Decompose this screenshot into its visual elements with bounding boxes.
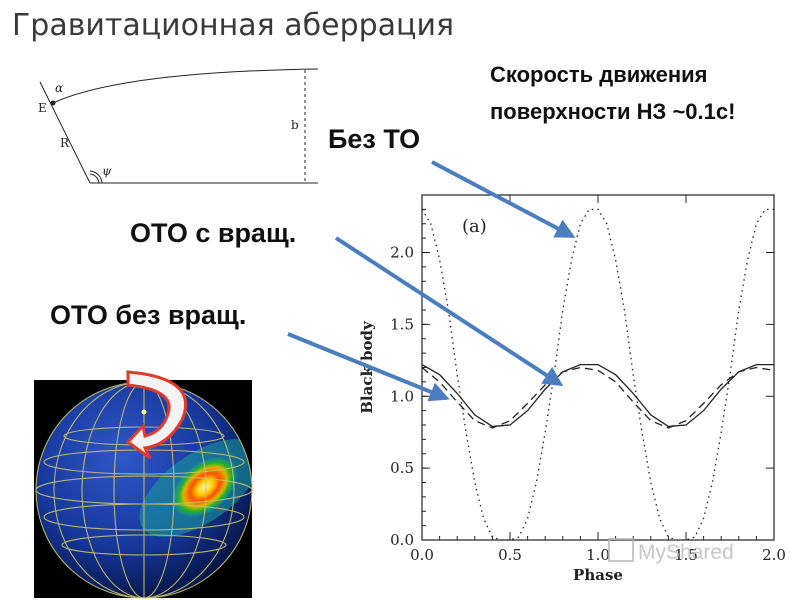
y-tick-label: 1.0 xyxy=(390,387,414,405)
watermark: MyShared xyxy=(608,538,734,565)
label-b: b xyxy=(291,118,299,132)
label-no-gr: Без ТО xyxy=(328,124,421,154)
watermark-icon xyxy=(608,538,634,562)
panel-label: (a) xyxy=(462,216,487,237)
angle-arc-psi xyxy=(89,173,100,184)
label-E: E xyxy=(38,101,47,115)
label-alpha: α xyxy=(55,81,63,95)
y-tick-label: 1.5 xyxy=(390,315,414,333)
series-line-dotted xyxy=(421,208,774,541)
watermark-text: MyShared xyxy=(638,541,734,564)
slide-title: Гравитационная аберрация xyxy=(12,8,455,43)
series-line-solid xyxy=(421,363,774,428)
label-psi: ψ xyxy=(102,164,112,178)
y-tick-label: 0.5 xyxy=(390,459,414,477)
radius-line xyxy=(39,81,91,184)
arrow-gr-norot xyxy=(287,332,450,402)
x-tick-label: 0.5 xyxy=(498,546,522,564)
label-R: R xyxy=(60,136,70,150)
speed-note-line-2: поверхности НЗ ~0.1c! xyxy=(490,99,736,124)
x-axis-label: Phase xyxy=(573,566,623,584)
x-tick-label: 1.0 xyxy=(586,546,610,564)
label-gr-norot: ОТО без вращ. xyxy=(50,300,247,330)
series-line-dashed xyxy=(421,366,775,429)
y-tick-label: 2.0 xyxy=(390,244,414,262)
pole-marker xyxy=(141,409,147,415)
speed-note-line-1: Скорость движения xyxy=(490,62,708,87)
arrow-gr-rot xyxy=(334,236,564,387)
label-gr-rot: ОТО с вращ. xyxy=(130,218,297,248)
x-tick-label: 1.5 xyxy=(674,546,698,564)
x-tick-label: 2.0 xyxy=(762,546,786,564)
emission-point xyxy=(50,100,56,106)
speed-note: Скорость движения поверхности НЗ ~0.1c! xyxy=(490,56,735,130)
y-tick-label: 0.0 xyxy=(390,531,414,549)
x-tick-label: 0.0 xyxy=(410,546,434,564)
photon-path xyxy=(52,68,319,104)
angle-arc-psi-outer xyxy=(89,170,103,184)
arrow-no-gr xyxy=(431,160,576,238)
rotation-arrow xyxy=(125,370,188,460)
